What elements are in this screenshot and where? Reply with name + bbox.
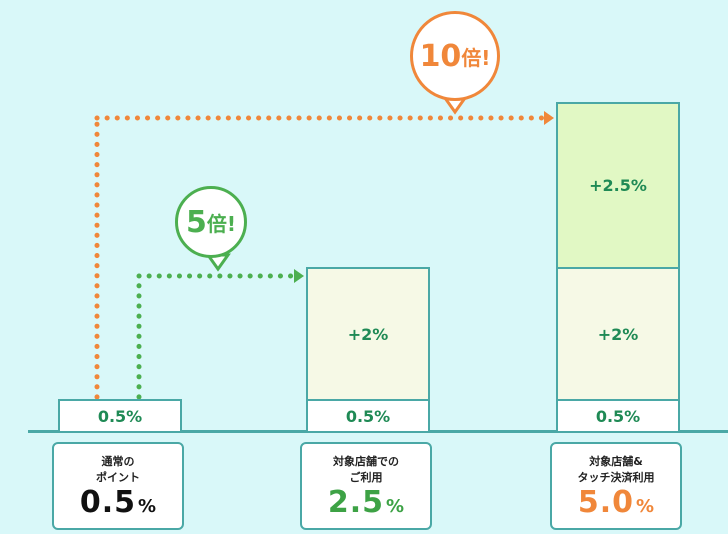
bar-segment-1-1: 0.5% — [58, 399, 182, 433]
total-rate: 5.0% — [552, 486, 680, 524]
callout-multiplier: 10 — [419, 38, 462, 74]
category-label: 対象店舗での ご利用 — [333, 455, 399, 484]
callout-2-arrowhead — [544, 111, 554, 125]
callout-multiplier: 5 — [186, 204, 207, 240]
category-card-3: 対象店舗& タッチ決済利用 5.0% — [550, 442, 682, 530]
bar-segment-3-2: +2% — [556, 267, 680, 401]
callout-1-arrowhead — [294, 269, 304, 283]
category-card-2: 対象店舗での ご利用 2.5% — [300, 442, 432, 530]
total-rate-value: 0.5 — [79, 485, 137, 520]
total-rate-value: 5.0 — [577, 485, 635, 520]
callout-suffix: 倍! — [461, 45, 491, 70]
bar-segment-2-2: +2% — [306, 267, 430, 401]
total-rate-unit: % — [636, 496, 655, 517]
total-rate-unit: % — [138, 496, 157, 517]
bar-segment-3-1: 0.5% — [556, 399, 680, 433]
callout-2-bubble: 10 倍! — [410, 11, 500, 101]
callout-suffix: 倍! — [206, 211, 236, 236]
category-card-1: 通常の ポイント 0.5% — [52, 442, 184, 530]
category-label: 対象店舗& タッチ決済利用 — [577, 455, 655, 484]
callout-1-bubble: 5 倍! — [175, 186, 247, 258]
bar-segment-2-1: 0.5% — [306, 399, 430, 433]
category-label: 通常の ポイント — [96, 455, 140, 484]
total-rate-value: 2.5 — [327, 485, 385, 520]
total-rate: 2.5% — [302, 486, 430, 524]
total-rate-unit: % — [386, 496, 405, 517]
bar-segment-3-3: +2.5% — [556, 102, 680, 269]
total-rate: 0.5% — [54, 486, 182, 524]
